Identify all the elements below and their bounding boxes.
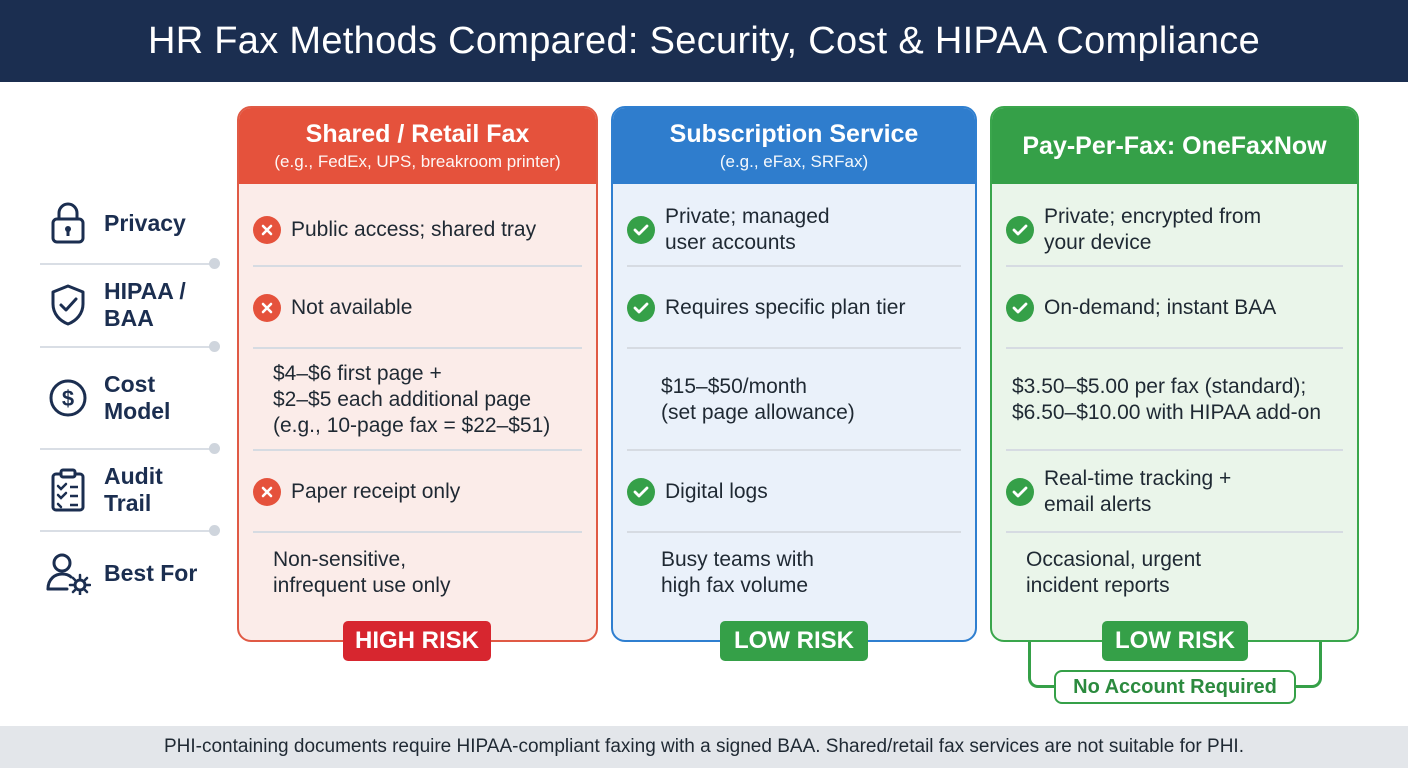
risk-badge-low: LOW RISK: [720, 621, 868, 661]
x-circle-icon: [253, 478, 281, 506]
cell-privacy: Private; managed user accounts: [627, 194, 961, 266]
column-body: Private; managed user accounts Requires …: [613, 184, 975, 640]
column-header: Shared / Retail Fax (e.g., FedEx, UPS, b…: [239, 108, 596, 184]
row-label-text: HIPAA / BAA: [104, 278, 186, 331]
svg-text:$: $: [62, 386, 74, 411]
row-divider: [253, 347, 582, 349]
column-title: Shared / Retail Fax: [305, 120, 530, 148]
cell-cost: $4–$6 first page + $2–$5 each additional…: [253, 354, 582, 446]
check-circle-icon: [1006, 294, 1034, 322]
cell-hipaa: Not available: [253, 272, 582, 344]
shield-check-icon: [40, 277, 96, 333]
cell-cost: $3.50–$5.00 per fax (standard); $6.50–$1…: [1006, 354, 1343, 446]
row-label-audit: Audit Trail: [40, 462, 220, 518]
column-subtitle: (e.g., eFax, SRFax): [719, 152, 869, 171]
cell-best-for: Non-sensitive, infrequent use only: [253, 538, 582, 608]
row-label-hipaa: HIPAA / BAA: [40, 277, 220, 333]
risk-badge-high: HIGH RISK: [343, 621, 491, 661]
check-circle-icon: [1006, 478, 1034, 506]
column-subtitle: (e.g., FedEx, UPS, breakroom printer): [274, 152, 561, 171]
x-circle-icon: [253, 294, 281, 322]
cell-text: $15–$50/month (set page allowance): [661, 375, 855, 424]
row-divider: [253, 531, 582, 533]
cell-text: Busy teams with high fax volume: [661, 548, 814, 597]
column-header: Pay-Per-Fax: OneFaxNow: [992, 108, 1357, 184]
row-divider: [627, 449, 961, 451]
row-divider-dot: [209, 341, 220, 352]
row-label-cost: $ Cost Model: [40, 370, 220, 426]
risk-badge-low: LOW RISK: [1102, 621, 1248, 661]
row-divider: [1006, 449, 1343, 451]
column-header: Subscription Service (e.g., eFax, SRFax): [613, 108, 975, 184]
column-body: Private; encrypted from your device On-d…: [992, 184, 1357, 640]
row-label-best-for: Best For: [40, 545, 220, 601]
cell-text: $3.50–$5.00 per fax (standard); $6.50–$1…: [1012, 375, 1322, 424]
x-circle-icon: [253, 216, 281, 244]
row-label-text: Cost Model: [104, 371, 171, 424]
cell-text: Real-time tracking + email alerts: [1044, 467, 1232, 516]
cell-privacy: Private; encrypted from your device: [1006, 194, 1343, 266]
row-divider: [253, 265, 582, 267]
cell-hipaa: Requires specific plan tier: [627, 272, 961, 344]
dollar-icon: $: [40, 370, 96, 426]
column-body: Public access; shared tray Not available…: [239, 184, 596, 640]
cell-text: Private; managed user accounts: [665, 205, 830, 254]
cell-hipaa: On-demand; instant BAA: [1006, 272, 1343, 344]
cell-text: Digital logs: [665, 480, 768, 503]
page-title: HR Fax Methods Compared: Security, Cost …: [147, 19, 1261, 62]
row-divider: [253, 449, 582, 451]
cell-text: $4–$6 first page + $2–$5 each additional…: [273, 362, 551, 437]
cell-privacy: Public access; shared tray: [253, 194, 582, 266]
cell-best-for: Busy teams with high fax volume: [627, 538, 961, 608]
row-divider: [40, 530, 216, 532]
cell-text: Public access; shared tray: [291, 218, 537, 241]
row-divider: [1006, 531, 1343, 533]
user-gear-icon: [40, 545, 96, 601]
row-divider: [627, 265, 961, 267]
cell-best-for: Occasional, urgent incident reports: [1006, 538, 1343, 608]
row-divider: [1006, 347, 1343, 349]
row-divider: [627, 531, 961, 533]
row-divider: [40, 263, 216, 265]
column-title: Subscription Service: [669, 120, 919, 148]
cell-cost: $15–$50/month (set page allowance): [627, 354, 961, 446]
cell-text: Paper receipt only: [291, 480, 461, 503]
column-subscription-service: Subscription Service (e.g., eFax, SRFax)…: [611, 106, 977, 642]
row-label-privacy: Privacy: [40, 195, 220, 251]
cell-text: Requires specific plan tier: [665, 296, 906, 319]
check-circle-icon: [627, 478, 655, 506]
cell-text: Private; encrypted from your device: [1044, 205, 1262, 254]
check-circle-icon: [1006, 216, 1034, 244]
cell-text: Occasional, urgent incident reports: [1026, 548, 1202, 597]
title-bar: HR Fax Methods Compared: Security, Cost …: [0, 0, 1408, 82]
cell-audit: Digital logs: [627, 456, 961, 528]
row-divider-dot: [209, 443, 220, 454]
lock-icon: [40, 195, 96, 251]
cell-text: On-demand; instant BAA: [1044, 296, 1277, 319]
row-label-text: Audit Trail: [104, 463, 163, 516]
footer-note: PHI-containing documents require HIPAA-c…: [0, 726, 1408, 768]
column-pay-per-fax: Pay-Per-Fax: OneFaxNow Private; encrypte…: [990, 106, 1359, 642]
row-divider: [40, 448, 216, 450]
column-shared-retail-fax: Shared / Retail Fax (e.g., FedEx, UPS, b…: [237, 106, 598, 642]
cell-audit: Paper receipt only: [253, 456, 582, 528]
clipboard-checklist-icon: [40, 462, 96, 518]
cell-text: Non-sensitive, infrequent use only: [273, 548, 451, 597]
column-title: Pay-Per-Fax: OneFaxNow: [1022, 132, 1327, 160]
row-divider: [40, 346, 216, 348]
check-circle-icon: [627, 294, 655, 322]
row-divider-dot: [209, 258, 220, 269]
cell-text: Not available: [291, 296, 413, 319]
cell-audit: Real-time tracking + email alerts: [1006, 456, 1343, 528]
row-label-text: Privacy: [104, 209, 186, 236]
row-divider: [1006, 265, 1343, 267]
row-divider: [627, 347, 961, 349]
row-divider-dot: [209, 525, 220, 536]
check-circle-icon: [627, 216, 655, 244]
row-label-text: Best For: [104, 559, 198, 586]
no-account-callout: No Account Required: [1054, 670, 1296, 704]
